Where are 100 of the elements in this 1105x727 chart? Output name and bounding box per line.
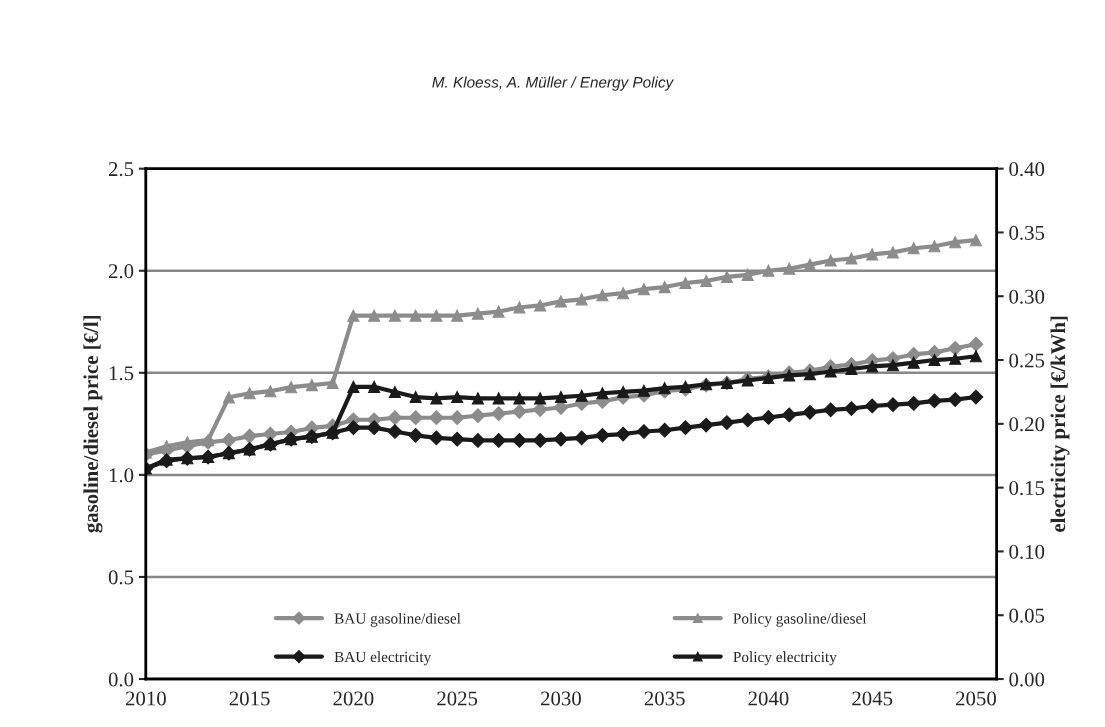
point (761, 410, 776, 425)
y2-tick-label: 0.05 (1009, 608, 1045, 623)
y-tick-label: 2.5 (108, 162, 134, 177)
point (471, 307, 484, 320)
point (408, 427, 424, 443)
point (285, 381, 298, 394)
point (408, 410, 424, 426)
point (366, 420, 382, 436)
x-tick-label: 2030 (540, 691, 581, 706)
x-tick-label: 2015 (229, 691, 270, 706)
point (221, 432, 237, 448)
y-tick-label: 0.5 (108, 570, 134, 585)
point (783, 369, 796, 382)
legend-label: Policy gasoline/diesel (733, 612, 867, 627)
x-tick-label: 2010 (125, 691, 166, 706)
point (554, 390, 567, 404)
point (636, 424, 652, 439)
point (969, 350, 983, 363)
point (679, 276, 692, 290)
point (824, 254, 837, 267)
point (326, 376, 339, 390)
point (698, 417, 714, 433)
point (927, 393, 942, 409)
point (949, 236, 962, 249)
text: M. Kloess, A. Müller / Energy Policy (432, 76, 674, 91)
point (470, 433, 486, 448)
legend-label: Policy electricity (733, 651, 837, 666)
y-tick-label: 2.0 (108, 264, 134, 279)
x-tick-label: 2020 (333, 691, 374, 706)
point (553, 431, 569, 447)
point (886, 246, 900, 259)
point (617, 385, 630, 399)
y-axis-title: gasoline/diesel price [€/l] (83, 316, 103, 533)
point (595, 427, 610, 443)
y2-axis-title: electricity price [€/kWh] (1050, 316, 1070, 532)
point (345, 420, 361, 436)
point (907, 356, 920, 369)
point (575, 293, 588, 306)
point (928, 353, 941, 367)
point (823, 402, 839, 418)
point (430, 309, 443, 322)
y2-tick-label: 0.30 (1009, 289, 1045, 304)
point (864, 398, 880, 414)
legend-label: BAU electricity (334, 651, 432, 666)
x-tick-label: 2025 (437, 691, 478, 706)
point (637, 283, 650, 296)
y2-tick-label: 0.20 (1009, 417, 1045, 432)
point (844, 401, 859, 416)
y2-tick-label: 0.15 (1009, 481, 1045, 496)
point (658, 280, 671, 294)
point (719, 415, 735, 430)
point (388, 309, 401, 322)
point (387, 424, 403, 439)
point (388, 385, 401, 399)
point (866, 360, 879, 373)
point (762, 264, 775, 277)
point (512, 404, 527, 419)
legend-label: BAU gasoline/diesel (334, 612, 461, 627)
point (409, 309, 422, 322)
y2-tick-label: 0.10 (1009, 544, 1045, 559)
point (451, 390, 464, 404)
point (554, 295, 567, 308)
point (679, 380, 692, 393)
point (781, 407, 797, 423)
point (305, 378, 318, 392)
point (491, 433, 507, 448)
point (657, 422, 673, 438)
point (803, 258, 817, 271)
point (740, 412, 756, 428)
point (637, 384, 650, 397)
point (242, 428, 258, 444)
point (574, 430, 590, 446)
point (741, 268, 754, 281)
point (907, 242, 920, 255)
point (532, 402, 548, 417)
point (513, 301, 526, 314)
point (470, 408, 486, 424)
point (824, 365, 837, 378)
point (347, 309, 360, 322)
point (534, 392, 547, 405)
point (802, 404, 818, 420)
x-tick-label: 2045 (852, 691, 893, 706)
point (947, 392, 963, 407)
point (492, 305, 505, 318)
x-tick-label: 2040 (748, 691, 789, 706)
point (700, 274, 713, 288)
point (368, 309, 381, 322)
point (449, 410, 465, 426)
point (596, 387, 609, 400)
y-tick-label: 1.5 (109, 366, 134, 381)
point (429, 430, 444, 446)
point (928, 240, 941, 253)
point (803, 368, 817, 381)
point (596, 289, 609, 302)
point (658, 382, 671, 395)
point (451, 309, 464, 322)
point (512, 433, 527, 448)
point (678, 420, 693, 436)
point (492, 392, 505, 405)
point (222, 391, 235, 404)
